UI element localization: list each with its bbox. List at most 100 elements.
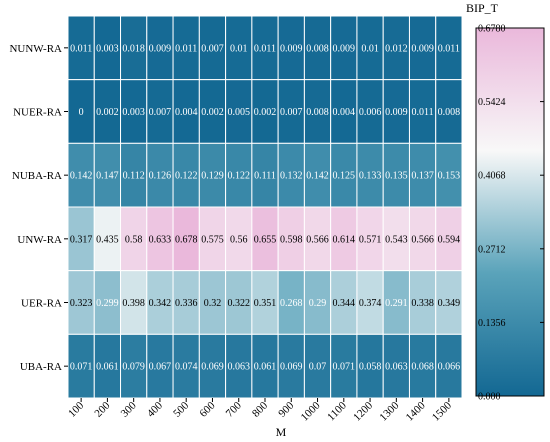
cell-value-label: 0.009 <box>385 107 408 118</box>
x-tick-label: 1100 <box>325 399 349 423</box>
cell-value-label: 0 <box>79 107 84 118</box>
x-tick-label: 700 <box>224 399 245 420</box>
cell-value-label: 0.066 <box>438 362 461 373</box>
y-tick-label: UER-RA <box>21 298 62 310</box>
cell-value-label: 0.571 <box>359 234 382 245</box>
heatmap-cell <box>382 79 410 144</box>
cell-value-label: 0.07 <box>309 362 327 373</box>
cell-value-label: 0.012 <box>385 43 408 54</box>
heatmap-cell <box>251 15 279 81</box>
x-tick-label: 1000 <box>299 399 323 423</box>
cell-value-label: 0.007 <box>280 107 303 118</box>
heatmap-cell <box>356 270 384 335</box>
heatmap-cell <box>198 15 227 81</box>
heatmap-cell <box>146 333 174 399</box>
colorbar-tick-label: 0.2712 <box>478 244 506 255</box>
heatmap-cell <box>435 333 463 399</box>
colorbar-tick-label: 0.4068 <box>478 171 506 182</box>
cell-value-label: 0.071 <box>333 362 356 373</box>
x-tick-label: 600 <box>197 399 218 420</box>
cell-value-label: 0.069 <box>201 362 224 373</box>
heatmap-cell <box>356 333 384 399</box>
cell-value-label: 0.566 <box>411 234 434 245</box>
cell-value-label: 0.122 <box>227 171 250 182</box>
cell-value-label: 0.566 <box>306 234 329 245</box>
cell-value-label: 0.135 <box>385 171 408 182</box>
heatmap-cell <box>251 270 279 335</box>
heatmap-cell <box>277 333 305 399</box>
cell-value-label: 0.633 <box>149 234 172 245</box>
heatmap-cell <box>93 206 122 272</box>
heatmap-cell <box>120 333 148 399</box>
cell-value-label: 0.002 <box>96 107 119 118</box>
cell-value-label: 0.008 <box>306 107 329 118</box>
heatmap-cell <box>356 142 384 208</box>
cell-value-label: 0.678 <box>175 234 198 245</box>
y-tick-label: UBA-RA <box>20 361 62 373</box>
cell-value-label: 0.074 <box>175 362 198 373</box>
cell-value-label: 0.002 <box>254 107 277 118</box>
y-tick-label: NUER-RA <box>13 107 62 119</box>
heatmap-cell <box>277 270 305 335</box>
heatmap-cell <box>146 206 174 272</box>
cell-value-label: 0.56 <box>230 234 248 245</box>
cell-value-label: 0.011 <box>438 43 460 54</box>
cell-value-label: 0.122 <box>175 171 198 182</box>
heatmap-cell <box>382 270 410 335</box>
heatmap-cell <box>408 270 437 335</box>
colorbar-tick-label: 0.5424 <box>478 97 506 108</box>
cell-value-label: 0.071 <box>70 362 93 373</box>
cell-value-label: 0.435 <box>96 234 119 245</box>
cell-value-label: 0.061 <box>254 362 277 373</box>
heatmap-cell <box>408 15 437 81</box>
cell-value-label: 0.125 <box>333 171 356 182</box>
heatmap-cell <box>93 79 122 144</box>
heatmap-cell <box>198 142 227 208</box>
colorbar-tick-label: 0.6780 <box>478 24 506 35</box>
x-tick-label: 1400 <box>404 399 428 423</box>
x-tick-label: 900 <box>276 399 297 420</box>
heatmap-cell <box>198 206 227 272</box>
heatmap-cell <box>251 79 279 144</box>
heatmap-cell <box>408 333 437 399</box>
cell-value-label: 0.575 <box>201 234 224 245</box>
x-tick-label: 400 <box>145 399 166 420</box>
cell-value-label: 0.008 <box>438 107 461 118</box>
cell-value-label: 0.006 <box>359 107 382 118</box>
cell-value-label: 0.112 <box>123 171 145 182</box>
colorbar-tick-label: 0.000 <box>478 392 501 403</box>
x-tick-label: 800 <box>250 399 271 420</box>
heatmap-cell <box>435 79 463 144</box>
cell-value-label: 0.005 <box>227 107 250 118</box>
heatmap-cell <box>303 15 332 81</box>
cell-value-label: 0.133 <box>359 171 382 182</box>
colorbar: 0.000 0.1356 0.2712 0.4068 0.5424 0.6780 BIP_… <box>466 1 545 403</box>
cell-value-label: 0.132 <box>280 171 303 182</box>
cell-value-label: 0.007 <box>201 43 224 54</box>
cell-value-label: 0.111 <box>254 171 276 182</box>
heatmap-cell <box>225 270 253 335</box>
cell-value-label: 0.003 <box>122 107 145 118</box>
cell-value-label: 0.349 <box>438 298 461 309</box>
x-tick-label: 500 <box>171 399 192 420</box>
cell-value-label: 0.01 <box>230 43 248 54</box>
cell-value-label: 0.067 <box>149 362 172 373</box>
heatmap-cell <box>172 206 200 272</box>
cell-value-label: 0.009 <box>333 43 356 54</box>
cell-value-label: 0.147 <box>96 171 119 182</box>
cell-value-label: 0.01 <box>361 43 379 54</box>
heatmap-cell <box>67 142 95 208</box>
cell-value-label: 0.063 <box>227 362 250 373</box>
cell-value-label: 0.004 <box>175 107 198 118</box>
x-tick-label: 100 <box>66 399 87 420</box>
heatmap-cell <box>356 15 384 81</box>
x-tick-label: 300 <box>119 399 140 420</box>
cell-value-label: 0.007 <box>149 107 172 118</box>
cell-value-label: 0.342 <box>149 298 172 309</box>
cell-value-label: 0.317 <box>70 234 93 245</box>
heatmap-cell <box>120 206 148 272</box>
heatmap-cell <box>277 206 305 272</box>
cell-value-label: 0.374 <box>359 298 382 309</box>
cell-value-label: 0.322 <box>227 298 250 309</box>
heatmap-cell <box>67 333 95 399</box>
